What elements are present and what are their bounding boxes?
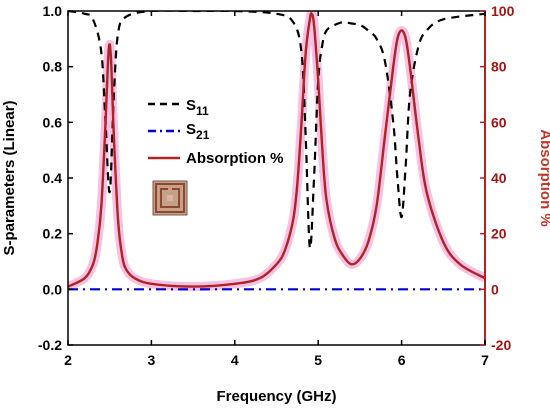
unit-cell-inset-icon [152,180,188,216]
y-left-tick-label: 0.2 [43,226,63,242]
y-left-tick-label: 0.0 [43,281,63,297]
x-tick-label: 4 [231,352,239,368]
series-line-absorption [68,12,485,288]
x-tick-label: 5 [314,352,322,368]
y-right-tick-label: 20 [491,226,507,242]
y-right-tick-label: 0 [491,281,499,297]
legend: S11 S21 Absorption % [148,97,284,167]
y-axis-right-title: Absorption % [537,129,550,227]
y-axis-left-title: S-parameters (Linear) [1,100,18,255]
x-axis-title: Frequency (GHz) [216,388,336,405]
y-left-tick-label: 0.4 [43,170,63,186]
series-layer [68,11,485,291]
y-right-tick-label: 60 [491,114,507,130]
y-right-tick-label: 80 [491,59,507,75]
legend-label-absorption: Absorption % [186,150,284,167]
x-tick-label: 7 [481,352,489,368]
x-tick-label: 2 [64,352,72,368]
y-left-tick-label: -0.2 [38,337,62,353]
y-right-tick-label: 100 [491,3,515,19]
y-right-tick-label: -20 [491,337,511,353]
y-left-tick-label: 0.6 [43,114,63,130]
y-left-tick-label: 1.0 [43,3,63,19]
x-tick-label: 6 [398,352,406,368]
y-right-tick-label: 40 [491,170,507,186]
series-line-s11 [68,11,485,250]
ticks-layer: 2 3 4 5 6 7 -0.2 0.0 0.2 0.4 0.6 0.8 1.0 -20 0 20 40 60 80… [38,3,515,368]
legend-label-s11: S11 [186,97,209,118]
x-tick-label: 3 [148,352,156,368]
legend-label-s21: S21 [186,121,210,142]
y-left-tick-label: 0.8 [43,59,63,75]
